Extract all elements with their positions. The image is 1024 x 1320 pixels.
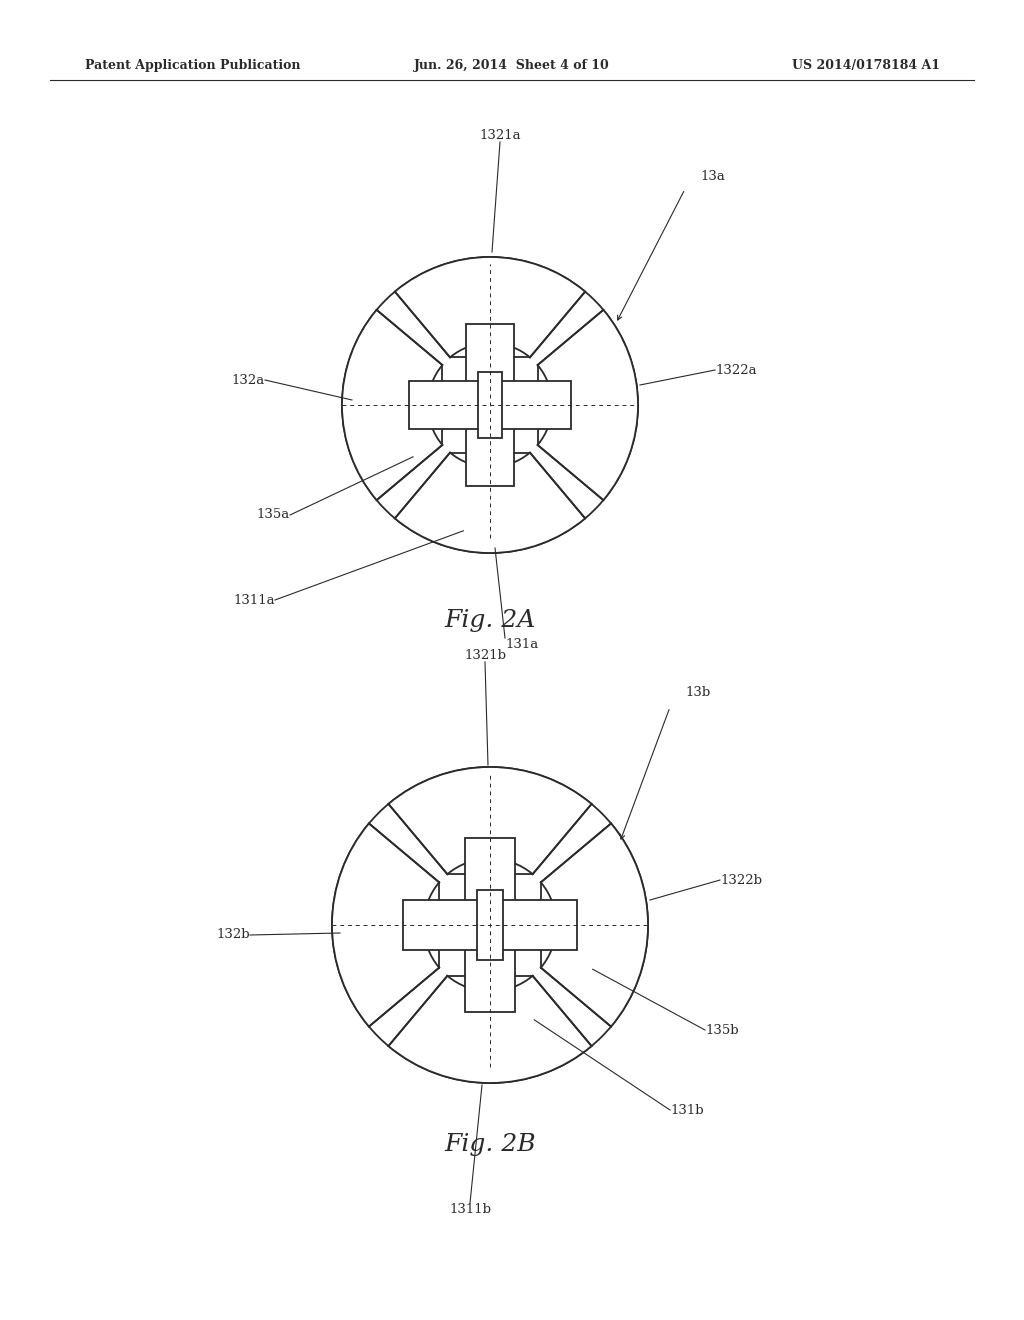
Bar — [403, 900, 577, 950]
Bar — [465, 838, 515, 1012]
Text: 1311a: 1311a — [233, 594, 275, 606]
Text: 1321b: 1321b — [464, 649, 506, 663]
Wedge shape — [541, 824, 648, 1027]
Wedge shape — [395, 453, 585, 553]
Text: Fig. 2B: Fig. 2B — [444, 1134, 536, 1156]
Wedge shape — [342, 310, 442, 500]
Text: 131a: 131a — [505, 638, 539, 651]
Text: Patent Application Publication: Patent Application Publication — [85, 58, 300, 71]
Text: Fig. 2A: Fig. 2A — [444, 609, 536, 631]
Text: 1321a: 1321a — [479, 129, 521, 143]
Text: 135a: 135a — [257, 508, 290, 521]
Text: 1322b: 1322b — [720, 874, 762, 887]
Wedge shape — [538, 310, 638, 500]
Wedge shape — [388, 975, 592, 1082]
Bar — [409, 381, 571, 429]
Wedge shape — [388, 767, 592, 874]
Bar — [477, 890, 503, 960]
Text: 131b: 131b — [670, 1104, 703, 1117]
Wedge shape — [395, 257, 585, 358]
Bar — [466, 323, 514, 486]
Text: 132b: 132b — [216, 928, 250, 941]
Text: 13b: 13b — [685, 685, 711, 698]
Text: 132a: 132a — [231, 374, 265, 387]
Text: Jun. 26, 2014  Sheet 4 of 10: Jun. 26, 2014 Sheet 4 of 10 — [414, 58, 610, 71]
Text: US 2014/0178184 A1: US 2014/0178184 A1 — [792, 58, 940, 71]
Wedge shape — [332, 824, 439, 1027]
Text: 135b: 135b — [705, 1023, 738, 1036]
Text: 1322a: 1322a — [715, 363, 757, 376]
Text: 1311b: 1311b — [449, 1203, 490, 1216]
Bar — [478, 372, 502, 437]
Text: 13a: 13a — [700, 170, 725, 183]
